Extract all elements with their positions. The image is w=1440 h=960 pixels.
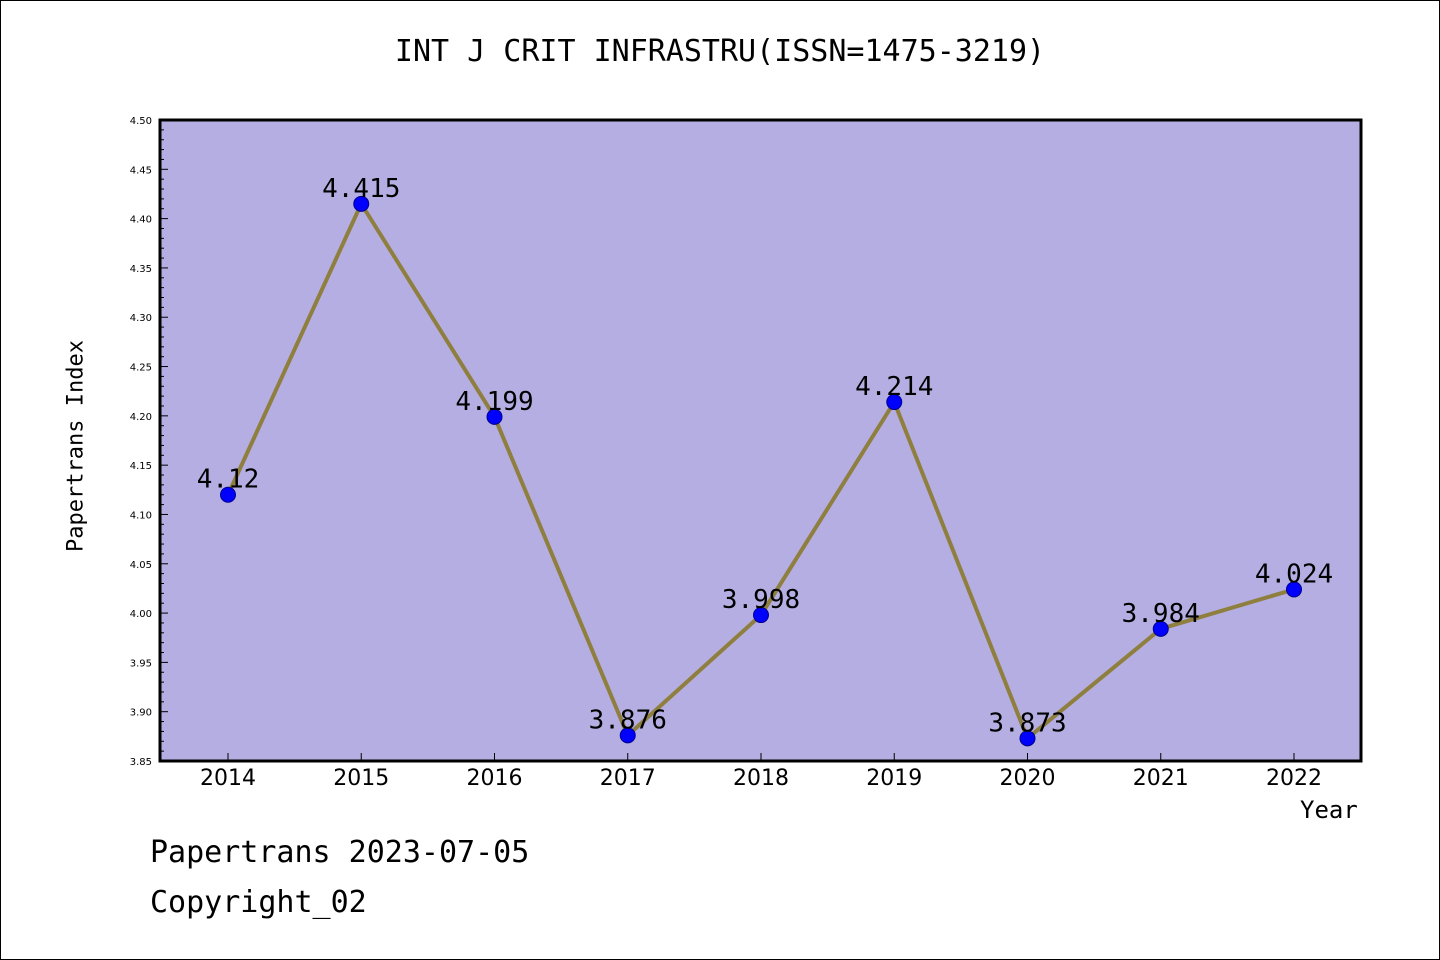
- x-tick-label: 2014: [200, 766, 256, 791]
- data-point: [353, 195, 370, 212]
- data-label: 4.415: [322, 174, 400, 204]
- data-label: 4.214: [855, 372, 933, 402]
- chart-title: INT J CRIT INFRASTRU(ISSN=1475-3219): [394, 34, 1046, 69]
- y-tick-label: 4.15: [130, 461, 152, 472]
- data-point: [1152, 620, 1169, 637]
- plot-area: [160, 120, 1361, 761]
- y-tick-label: 3.85: [130, 757, 152, 768]
- data-label: 3.998: [722, 585, 800, 615]
- data-label: 4.12: [197, 465, 260, 495]
- footer-date: Papertrans 2023-07-05: [150, 835, 530, 870]
- y-axis-label: Papertrans Index: [63, 340, 89, 552]
- data-label: 4.199: [455, 387, 533, 417]
- data-label: 4.024: [1255, 559, 1333, 589]
- x-tick-label: 2017: [600, 766, 656, 791]
- x-tick-label: 2022: [1266, 766, 1322, 791]
- x-tick-label: 2021: [1133, 766, 1189, 791]
- data-point: [753, 607, 769, 624]
- x-tick-label: 2015: [333, 766, 389, 791]
- footer-copyright: Copyright_02: [150, 885, 367, 920]
- y-tick-label: 4.45: [130, 165, 152, 176]
- data-label: 3.876: [589, 705, 667, 735]
- y-tick-label: 3.95: [130, 658, 152, 669]
- data-point: [1286, 581, 1302, 598]
- x-tick-label: 2016: [467, 766, 523, 791]
- y-tick-label: 3.90: [130, 708, 152, 719]
- data-label: 3.873: [988, 708, 1066, 738]
- data-point: [619, 727, 636, 744]
- y-tick-label: 4.10: [130, 510, 152, 521]
- x-axis-label: Year: [1300, 796, 1358, 824]
- y-tick-label: 4.50: [130, 116, 152, 127]
- x-tick-label: 2019: [866, 766, 922, 791]
- y-tick-label: 4.05: [130, 560, 152, 571]
- x-tick-label: 2018: [733, 766, 789, 791]
- y-tick-label: 4.00: [130, 609, 152, 620]
- data-point: [220, 486, 236, 503]
- y-tick-label: 4.20: [130, 412, 152, 423]
- y-tick-label: 4.25: [130, 363, 152, 374]
- y-tick-label: 4.30: [130, 313, 152, 324]
- data-point: [1019, 730, 1036, 747]
- y-tick-label: 4.40: [130, 215, 152, 226]
- x-tick-label: 2020: [1000, 766, 1056, 791]
- data-label: 3.984: [1122, 599, 1200, 629]
- data-point: [886, 394, 903, 411]
- data-point: [486, 408, 503, 425]
- y-tick-label: 4.35: [130, 264, 152, 275]
- plot-border: [158, 118, 1363, 763]
